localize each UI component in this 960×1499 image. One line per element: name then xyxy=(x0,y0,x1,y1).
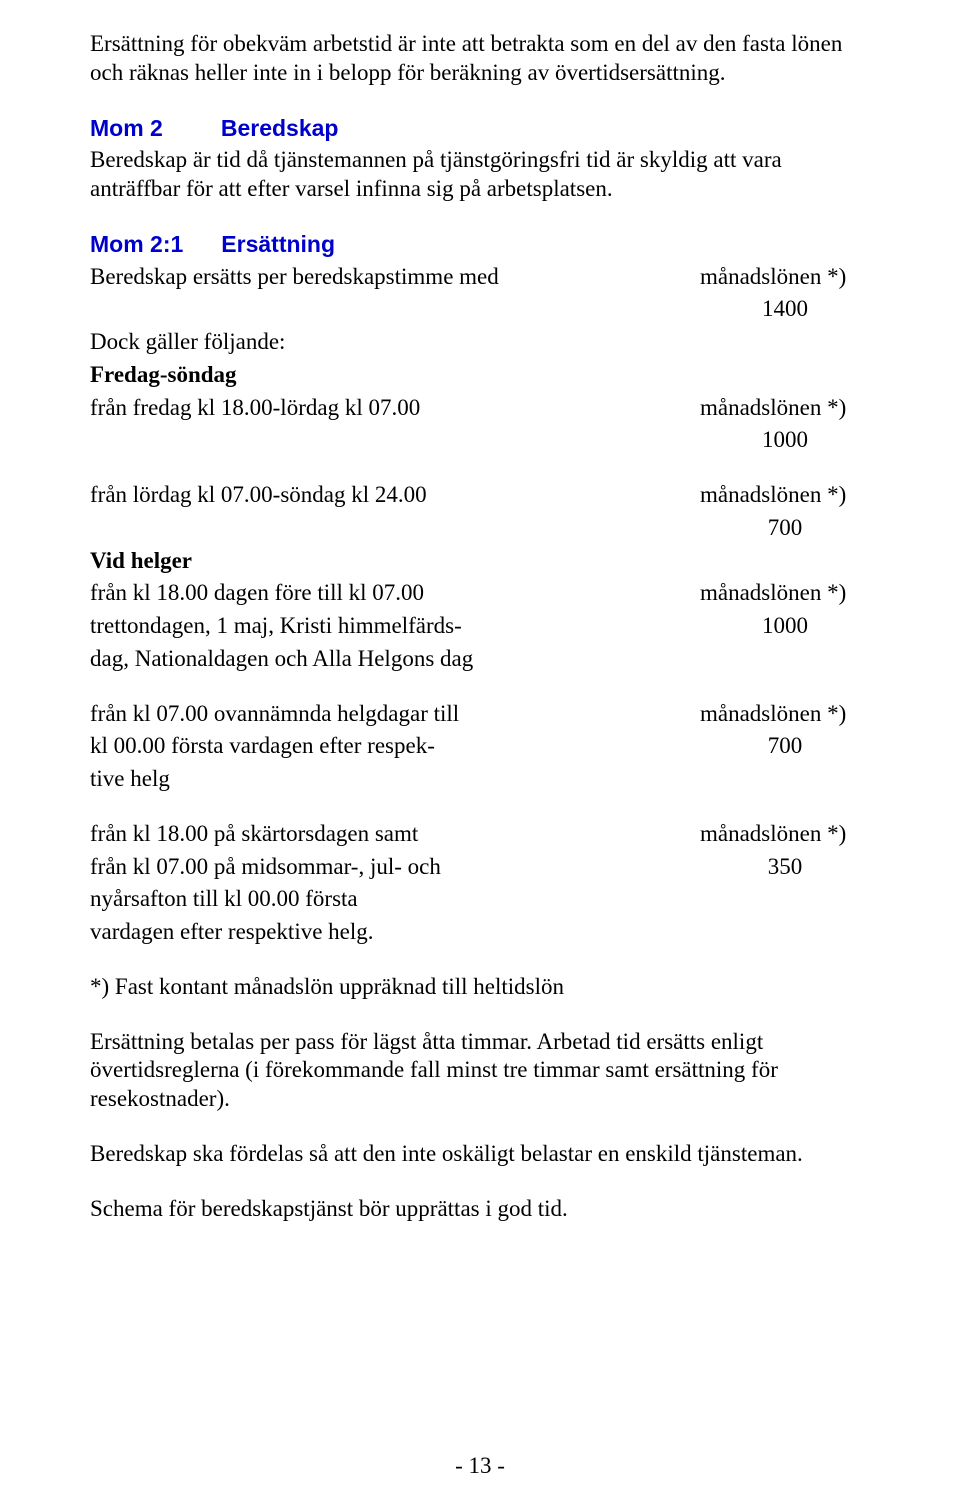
fredag-val-row: 1000 xyxy=(90,426,870,459)
mom21-val-1400: 1400 xyxy=(700,295,870,324)
ovann-val: 700 xyxy=(700,732,870,761)
fredag-row: från fredag kl 18.00-lördag kl 07.00 mån… xyxy=(90,394,870,427)
lordag-val: 700 xyxy=(700,514,870,543)
mom21-title: Ersättning xyxy=(221,231,335,257)
fredag-val: 1000 xyxy=(700,426,870,455)
skar-l4: vardagen efter respektive helg. xyxy=(90,918,870,947)
mom21-prefix: Mom 2:1 xyxy=(90,231,183,257)
mom21-dock: Dock gäller följande: xyxy=(90,328,870,357)
page-number: - 13 - xyxy=(0,1453,960,1479)
skar-l2: från kl 07.00 på midsommar-, jul- och xyxy=(90,853,700,882)
intro-paragraph: Ersättning för obekväm arbetstid är inte… xyxy=(90,30,870,88)
vidhelger-l3: dag, Nationaldagen och Alla Helgons dag xyxy=(90,645,870,674)
lordag-right: månadslönen *) xyxy=(700,481,870,510)
mom2-heading: Mom 2 Beredskap xyxy=(90,114,870,143)
footnote: *) Fast kontant månadslön uppräknad till… xyxy=(90,973,870,1002)
skar-l3: nyårsafton till kl 00.00 första xyxy=(90,885,870,914)
mom21-heading: Mom 2:1 Ersättning xyxy=(90,230,870,259)
ovann-l1: från kl 07.00 ovannämnda helgdagar till xyxy=(90,700,700,729)
vidhelger-heading: Vid helger xyxy=(90,547,870,576)
para-beredskap-fordelas: Beredskap ska fördelas så att den inte o… xyxy=(90,1140,870,1169)
ovann-l3: tive helg xyxy=(90,765,870,794)
ovann-right: månadslönen *) xyxy=(700,700,870,729)
para-schema: Schema för beredskapstjänst bör upprätta… xyxy=(90,1195,870,1224)
mom2-title: Beredskap xyxy=(221,115,339,141)
lordag-left: från lördag kl 07.00-söndag kl 24.00 xyxy=(90,481,700,510)
mom21-row1-left: Beredskap ersätts per beredskapstimme me… xyxy=(90,263,700,292)
document-page: Ersättning för obekväm arbetstid är inte… xyxy=(0,0,960,1499)
lordag-val-row: 700 xyxy=(90,514,870,547)
skar-row1: från kl 18.00 på skärtorsdagen samt måna… xyxy=(90,820,870,853)
vidhelger-right: månadslönen *) xyxy=(700,579,870,608)
para-ersattning: Ersättning betalas per pass för lägst åt… xyxy=(90,1028,870,1114)
mom21-row1-right: månadslönen *) xyxy=(700,263,870,292)
mom2-body: Beredskap är tid då tjänstemannen på tjä… xyxy=(90,146,870,204)
mom21-row1: Beredskap ersätts per beredskapstimme me… xyxy=(90,263,870,296)
skar-right: månadslönen *) xyxy=(700,820,870,849)
fredag-left: från fredag kl 18.00-lördag kl 07.00 xyxy=(90,394,700,423)
skar-l1: från kl 18.00 på skärtorsdagen samt xyxy=(90,820,700,849)
ovann-row1: från kl 07.00 ovannämnda helgdagar till … xyxy=(90,700,870,733)
vidhelger-val: 1000 xyxy=(700,612,870,641)
mom21-row1-val: 1400 xyxy=(90,295,870,328)
vidhelger-row2: trettondagen, 1 maj, Kristi himmelfärds-… xyxy=(90,612,870,645)
fredag-right: månadslönen *) xyxy=(700,394,870,423)
ovann-l2: kl 00.00 första vardagen efter respek- xyxy=(90,732,700,761)
fredag-sondag-heading: Fredag-söndag xyxy=(90,361,870,390)
skar-val: 350 xyxy=(700,853,870,882)
ovann-row2: kl 00.00 första vardagen efter respek- 7… xyxy=(90,732,870,765)
vidhelger-l1: från kl 18.00 dagen före till kl 07.00 xyxy=(90,579,700,608)
vidhelger-l2: trettondagen, 1 maj, Kristi himmelfärds- xyxy=(90,612,700,641)
mom2-prefix: Mom 2 xyxy=(90,115,163,141)
lordag-row: från lördag kl 07.00-söndag kl 24.00 mån… xyxy=(90,481,870,514)
skar-row2: från kl 07.00 på midsommar-, jul- och 35… xyxy=(90,853,870,886)
vidhelger-row1: från kl 18.00 dagen före till kl 07.00 m… xyxy=(90,579,870,612)
